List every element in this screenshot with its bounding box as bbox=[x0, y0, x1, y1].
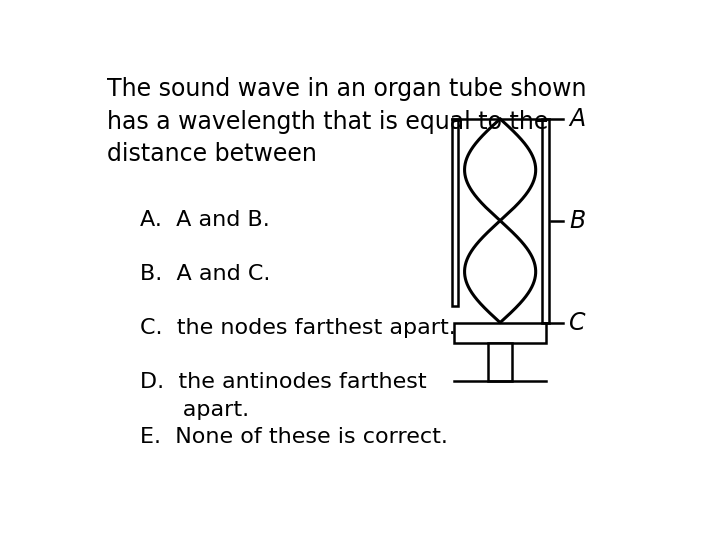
Bar bbox=[488, 343, 512, 381]
Text: C.  the nodes farthest apart.: C. the nodes farthest apart. bbox=[140, 319, 456, 339]
Text: E.  None of these is correct.: E. None of these is correct. bbox=[140, 427, 448, 447]
Text: A: A bbox=[570, 107, 585, 131]
Text: B.  A and C.: B. A and C. bbox=[140, 265, 271, 285]
FancyBboxPatch shape bbox=[451, 119, 459, 306]
Text: D.  the antinodes farthest
      apart.: D. the antinodes farthest apart. bbox=[140, 373, 427, 421]
Text: C: C bbox=[570, 310, 586, 335]
Bar bbox=[454, 322, 546, 343]
FancyBboxPatch shape bbox=[542, 119, 549, 322]
Text: B: B bbox=[570, 209, 585, 233]
Text: A.  A and B.: A. A and B. bbox=[140, 210, 270, 231]
Text: The sound wave in an organ tube shown
has a wavelength that is equal to the
dist: The sound wave in an organ tube shown ha… bbox=[107, 77, 586, 166]
